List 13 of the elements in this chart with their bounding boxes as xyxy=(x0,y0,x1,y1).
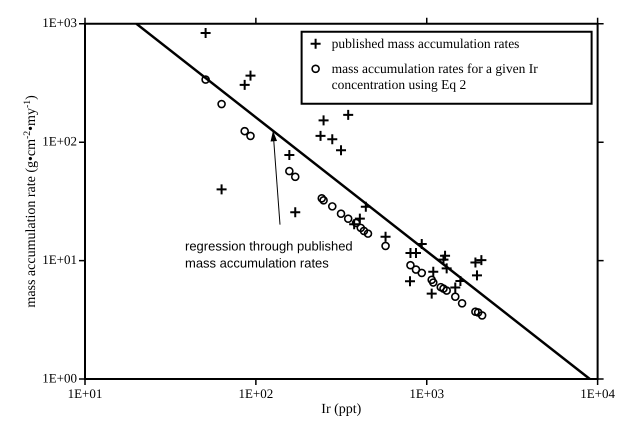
y-tick-label: 1E+03 xyxy=(42,15,77,30)
annotation: regression through published mass accumulation rates xyxy=(185,238,353,271)
x-tick-label: 1E+04 xyxy=(580,386,616,402)
y-tick-label: 1E+00 xyxy=(42,370,77,386)
x-axis-title: Ir (ppt) xyxy=(321,402,362,417)
y-axis-title: mass accumulation rate (g•cm-2•my-1) xyxy=(22,94,39,308)
y-tick-label: 1E+02 xyxy=(42,134,77,149)
x-tick-label: 1E+01 xyxy=(68,386,102,402)
x-tick-label: 1E+02 xyxy=(238,386,274,402)
legend-label: published mass accumulation rates xyxy=(332,36,520,51)
legend-label: mass accumulation rates for a given Ir concentration using Eq 2 xyxy=(332,60,538,92)
y-tick-label: 1E+01 xyxy=(42,252,77,268)
x-tick-label: 1E+03 xyxy=(409,386,444,402)
